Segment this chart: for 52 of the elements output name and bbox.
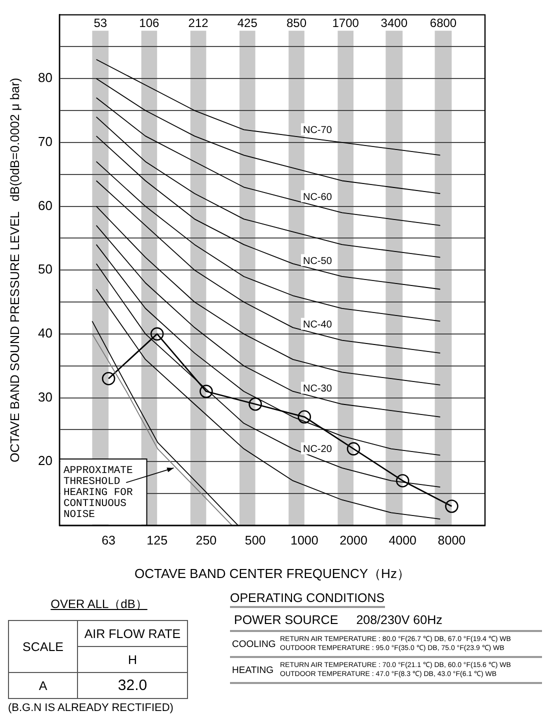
x-tick-label: 1000	[290, 533, 318, 548]
annotation: APPROXIMATE THRESHOLD HEARING FOR CONTINUOUS NOISE	[63, 464, 134, 521]
x-tick-label: 4000	[388, 533, 417, 548]
text: HEATING	[231, 664, 275, 676]
text: POWER SOURCE	[234, 613, 338, 627]
point	[200, 384, 213, 398]
y-tick-label: 30	[38, 389, 52, 404]
text: A	[8, 672, 78, 698]
point	[150, 327, 164, 341]
band-label: 3400	[380, 16, 408, 30]
y-tick-label: 20	[38, 453, 52, 468]
text: H	[78, 646, 188, 672]
band-label: 106	[139, 16, 160, 30]
y-axis-title: OCTAVE BAND SOUND PRESSURE LEVEL dB(0dB=0.0002 μ bar)	[8, 78, 22, 462]
band-label: 1700	[332, 16, 360, 30]
y-tick-label: 80	[38, 70, 52, 86]
x-tick-label: 500	[244, 533, 266, 548]
point	[396, 474, 410, 488]
series-label: NC-60	[302, 192, 332, 204]
band-label: 6800	[430, 16, 457, 30]
y-tick-label: 50	[38, 262, 52, 277]
band-label: 850	[286, 16, 307, 30]
y-tick-label: 40	[38, 326, 52, 341]
text: COOLING	[231, 638, 277, 650]
x-tick-label: 250	[196, 533, 217, 548]
text: OVER ALL（dB）	[50, 596, 148, 613]
point	[445, 500, 458, 513]
x-tick-label: 63	[102, 533, 116, 548]
x-tick-label: 125	[146, 533, 168, 548]
y-tick-label: 60	[38, 198, 52, 213]
text: 32.0	[78, 672, 188, 698]
band-label: 425	[237, 16, 258, 30]
text: AIR FLOW RATE	[78, 620, 188, 646]
x-tick-label: 8000	[438, 533, 466, 548]
point	[102, 372, 116, 386]
series-label: NC-40	[302, 320, 332, 331]
text: OPERATING CONDITIONS	[230, 591, 385, 608]
text: (B.G.N IS ALREADY RECTIFIED)	[8, 702, 174, 714]
point	[298, 410, 312, 424]
text: SCALE	[8, 620, 78, 672]
series-label: NC-30	[302, 384, 332, 394]
series-label: NC-70	[302, 125, 332, 136]
x-axis-title: OCTAVE BAND CENTER FREQUENCY（Hz）	[134, 566, 410, 581]
x-tick-label: 2000	[340, 533, 368, 548]
text: 208/230V 60Hz	[356, 613, 442, 627]
band-label: 212	[188, 16, 209, 30]
series-label: NC-50	[302, 256, 332, 267]
point	[248, 397, 262, 411]
series-label: NC-20	[302, 444, 332, 456]
point	[346, 442, 360, 456]
y-tick-label: 70	[38, 134, 52, 150]
band-label: 53	[94, 16, 108, 30]
